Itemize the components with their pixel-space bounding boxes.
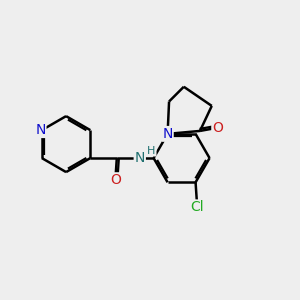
Text: Cl: Cl	[190, 200, 204, 214]
Text: O: O	[212, 121, 223, 135]
Text: N: N	[135, 151, 145, 165]
Text: O: O	[110, 173, 121, 187]
Text: N: N	[35, 123, 46, 137]
Text: N: N	[162, 127, 173, 141]
Text: H: H	[147, 146, 156, 156]
